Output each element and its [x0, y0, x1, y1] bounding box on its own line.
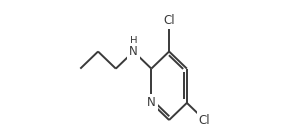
Text: Cl: Cl — [199, 114, 211, 126]
Text: H: H — [130, 36, 137, 46]
Text: N: N — [129, 45, 138, 58]
Text: N: N — [147, 96, 156, 109]
Text: Cl: Cl — [163, 14, 175, 27]
